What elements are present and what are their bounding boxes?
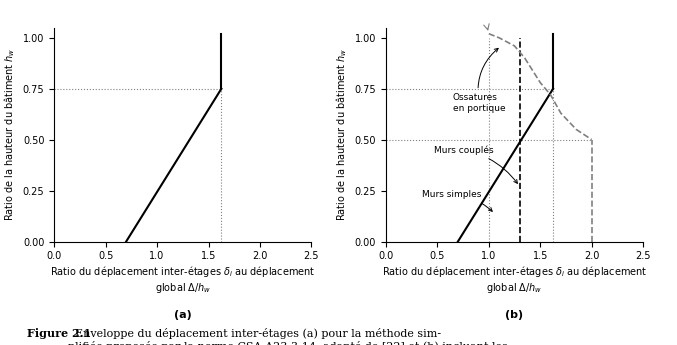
Text: (b): (b) (506, 310, 523, 320)
X-axis label: Ratio du déplacement inter-étages $\delta_i$ au déplacement
global $\Delta/h_w$: Ratio du déplacement inter-étages $\delt… (382, 264, 647, 295)
Text: (a): (a) (174, 310, 192, 320)
X-axis label: Ratio du déplacement inter-étages $\delta_i$ au déplacement
global $\Delta/h_w$: Ratio du déplacement inter-étages $\delt… (50, 264, 315, 295)
Text: Ossatures
en portique: Ossatures en portique (453, 48, 506, 113)
Y-axis label: Ratio de la hauteur du bâtiment $h_w$: Ratio de la hauteur du bâtiment $h_w$ (334, 48, 349, 221)
Text: Murs simples: Murs simples (422, 190, 492, 211)
Text: Figure 2.1: Figure 2.1 (27, 328, 91, 339)
Text: Enveloppe du déplacement inter-étages (a) pour la méthode sim-
pliﬁée proposée p: Enveloppe du déplacement inter-étages (a… (68, 328, 508, 345)
Y-axis label: Ratio de la hauteur du bâtiment $h_w$: Ratio de la hauteur du bâtiment $h_w$ (3, 48, 17, 221)
Text: Murs couplés: Murs couplés (434, 145, 517, 183)
